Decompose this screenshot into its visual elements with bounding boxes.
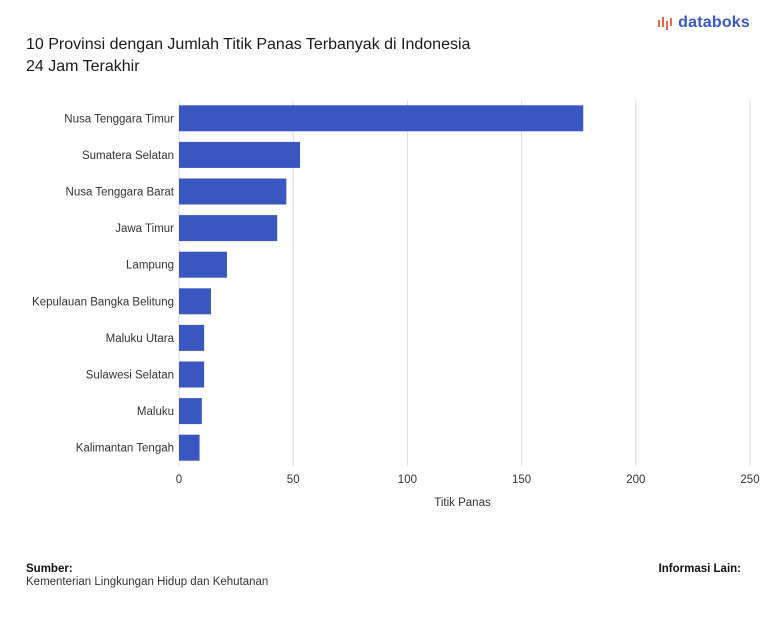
y-tick-label-nusa-tenggara-barat: Nusa Tenggara Barat: [66, 187, 175, 199]
bar-sulawesi-selatan: [179, 361, 205, 388]
x-tick-label-250: 250: [740, 474, 759, 486]
source-block: Sumber: Kementerian Lingkungan Hidup dan…: [26, 563, 268, 588]
databoks-logo[interactable]: databoks: [657, 12, 750, 34]
y-tick-label-kalimantan-tengah: Kalimantan Tengah: [76, 443, 174, 455]
y-tick-label-sumatera-selatan: Sumatera Selatan: [82, 150, 174, 162]
y-tick-label-kepulauan-bangka-belitung: Kepulauan Bangka Belitung: [32, 296, 174, 308]
bar-lampung: [179, 251, 227, 278]
y-tick-label-lampung: Lampung: [126, 260, 174, 272]
y-tick-label-sulawesi-selatan: Sulawesi Selatan: [86, 370, 174, 382]
bar-kalimantan-tengah: [179, 434, 200, 461]
y-tick-label-maluku-utara: Maluku Utara: [106, 333, 175, 345]
y-tick-label-nusa-tenggara-timur: Nusa Tenggara Timur: [64, 113, 174, 125]
chart-title-line-1: 10 Provinsi dengan Jumlah Titik Panas Te…: [26, 36, 471, 53]
chart-title: 10 Provinsi dengan Jumlah Titik Panas Te…: [26, 34, 626, 78]
chart-title-line-2: 24 Jam Terakhir: [26, 58, 140, 75]
y-tick-label-jawa-timur: Jawa Timur: [115, 223, 174, 235]
x-tick-label-50: 50: [287, 474, 300, 486]
y-tick-label-maluku: Maluku: [137, 406, 174, 418]
databoks-bars-icon: [658, 17, 673, 30]
x-tick-label-100: 100: [398, 474, 417, 486]
info-label[interactable]: Informasi Lain:: [658, 563, 741, 575]
x-tick-label-200: 200: [626, 474, 645, 486]
x-axis-title: Titik Panas: [434, 497, 491, 509]
bar-nusa-tenggara-timur: [179, 105, 584, 132]
bar-maluku: [179, 398, 202, 425]
bar-sumatera-selatan: [179, 141, 301, 168]
bar-maluku-utara: [179, 324, 205, 351]
bar-nusa-tenggara-barat: [179, 178, 287, 205]
bar-kepulauan-bangka-belitung: [179, 288, 211, 315]
source-value: Kementerian Lingkungan Hidup dan Kehutan…: [26, 576, 269, 588]
source-label: Sumber:: [26, 563, 73, 575]
x-tick-label-150: 150: [512, 474, 531, 486]
databoks-logo-text: databoks: [678, 14, 750, 31]
x-tick-label-0: 0: [176, 474, 182, 486]
bar-jawa-timur: [179, 215, 278, 242]
